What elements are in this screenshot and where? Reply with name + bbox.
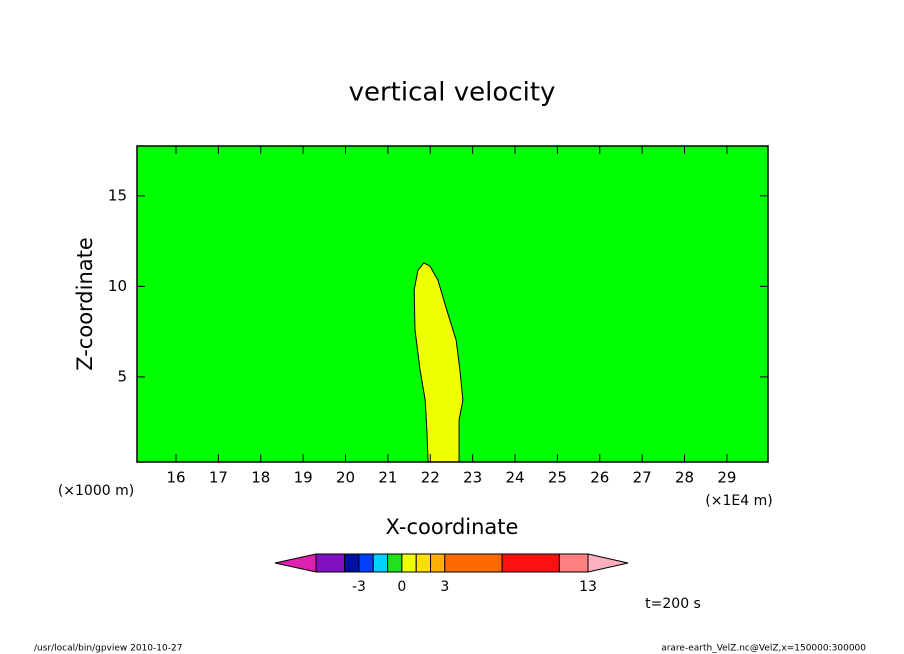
colorbar-cell: [344, 553, 360, 573]
x-tick-label: 17: [209, 469, 228, 487]
x-tick-label: 28: [675, 469, 694, 487]
y-tick-label: 5: [117, 367, 127, 385]
x-unit: (×1E4 m): [705, 493, 772, 509]
colorbar-cell: [315, 553, 346, 573]
colorbar-extend: [274, 553, 317, 573]
x-tick-label: 25: [548, 469, 567, 487]
footer-right: arare-earth_VelZ.nc@VelZ,x=150000:300000: [661, 644, 866, 654]
x-tick-label: 23: [463, 469, 482, 487]
contour-region: [413, 262, 464, 463]
x-tick-label: 22: [421, 469, 440, 487]
plot-frame: [136, 145, 769, 463]
time-label: t=200 s: [645, 596, 701, 612]
colorbar-cell: [558, 553, 589, 573]
colorbar-cell: [501, 553, 560, 573]
x-tick-label: 18: [251, 469, 270, 487]
colorbar-cell: [372, 553, 389, 573]
colorbar-tick-label: 0: [397, 579, 406, 595]
colorbar-cell: [430, 553, 446, 573]
colorbar-cell: [387, 553, 403, 573]
y-unit: (×1000 m): [58, 483, 134, 499]
x-axis-label: X-coordinate: [386, 515, 519, 539]
y-axis-label: Z-coordinate: [73, 237, 97, 371]
colorbar-cell: [401, 553, 417, 573]
x-tick-label: 19: [294, 469, 313, 487]
footer-left: /usr/local/bin/gpview 2010-10-27: [34, 644, 182, 654]
colorbar-cell: [415, 553, 432, 573]
colorbar-tick-label: 3: [440, 579, 449, 595]
x-tick-label: 21: [378, 469, 397, 487]
x-tick-label: 24: [505, 469, 524, 487]
x-tick-label: 20: [336, 469, 355, 487]
colorbar-tick-label: 13: [579, 579, 597, 595]
y-tick-label: 15: [108, 186, 127, 204]
chart-title: vertical velocity: [349, 78, 556, 108]
colorbar-tick-label: -3: [352, 579, 366, 595]
y-tick-label: 10: [108, 277, 127, 295]
colorbar-cell: [444, 553, 503, 573]
x-tick-label: 26: [590, 469, 609, 487]
colorbar-cell: [358, 553, 374, 573]
x-tick-label: 27: [633, 469, 652, 487]
x-tick-label: 29: [717, 469, 736, 487]
colorbar-extend: [587, 553, 629, 573]
x-tick-label: 16: [166, 469, 185, 487]
